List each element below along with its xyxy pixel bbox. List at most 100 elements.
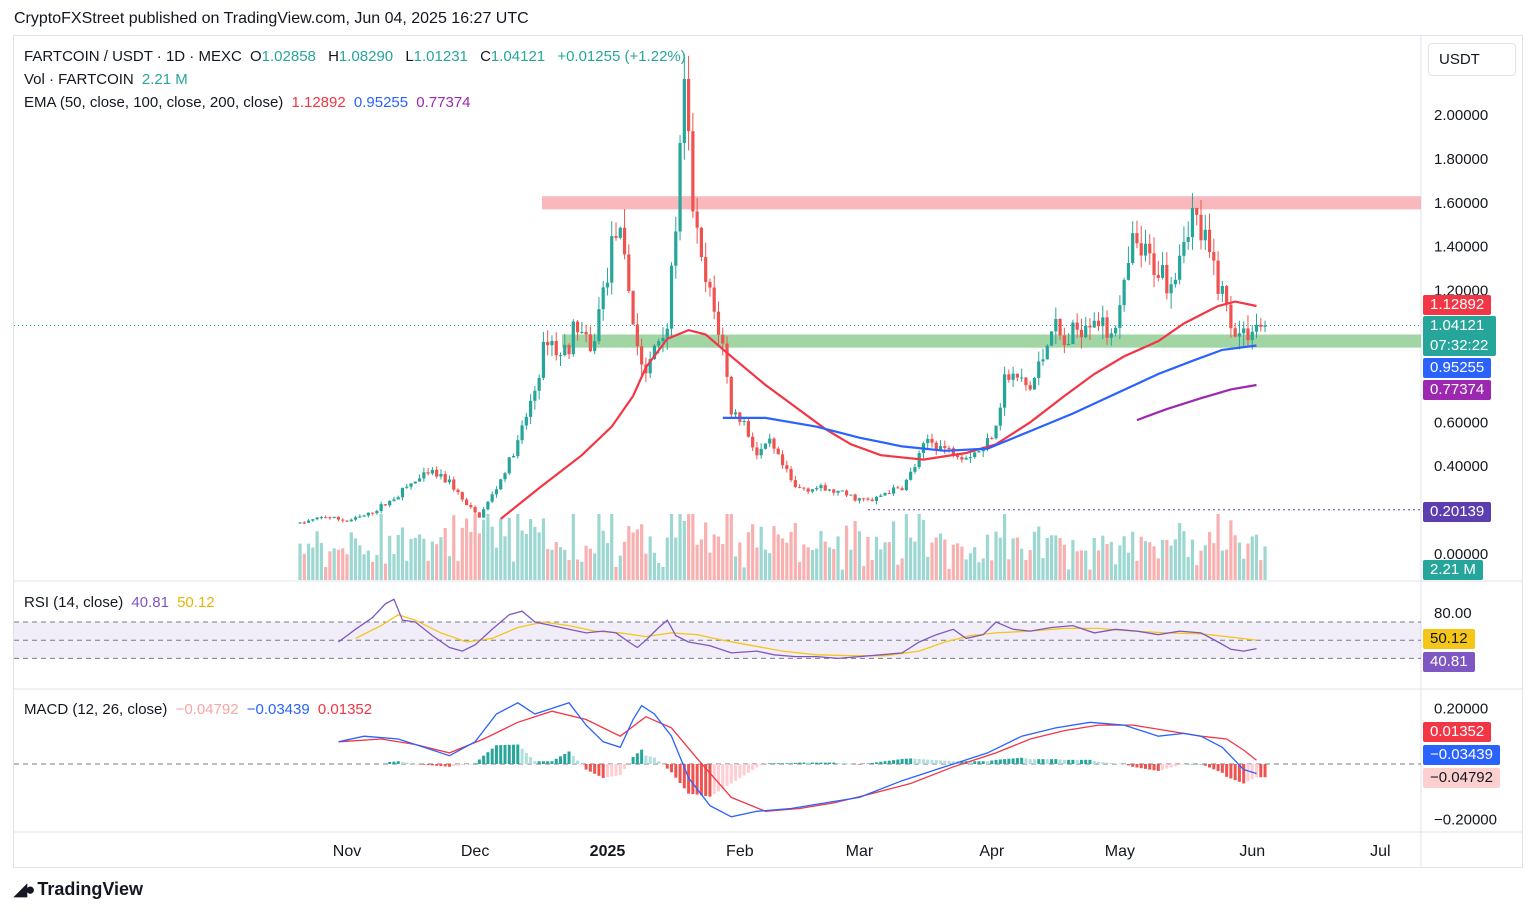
candle-body — [862, 498, 866, 500]
volume-bar — [550, 549, 554, 580]
candle-body — [891, 487, 896, 494]
candle-body — [930, 438, 934, 443]
macd-legend: MACD (12, 26, close) −0.04792 −0.03439 0… — [24, 701, 376, 718]
volume-bar — [392, 554, 396, 580]
candle-body — [704, 257, 708, 282]
volume-bar — [409, 538, 413, 580]
macd-signal-tag: 0.01352 — [1423, 722, 1492, 742]
macd-histogram-bar — [1178, 764, 1182, 766]
macd-histogram-bar — [430, 764, 434, 766]
candle-body — [866, 498, 870, 500]
candle-body — [315, 517, 319, 520]
candle-body — [413, 481, 417, 484]
candle-body — [1225, 286, 1229, 305]
macd-histogram-bar — [934, 760, 938, 764]
macd-histogram-bar — [392, 761, 396, 764]
candle-body — [883, 493, 887, 496]
high-value: 1.08290 — [338, 48, 394, 65]
candle-body — [1237, 333, 1242, 337]
candle-body — [768, 438, 772, 444]
volume-bar — [473, 514, 477, 580]
macd-histogram-bar — [597, 764, 601, 776]
volume-bar — [640, 524, 644, 580]
volume-bar — [1254, 534, 1259, 580]
volume-bar — [383, 563, 388, 580]
rsi-label[interactable]: RSI (14, close) — [24, 594, 124, 611]
macd-histogram-bar — [618, 764, 622, 776]
candle-body — [956, 455, 960, 458]
candle-body — [533, 390, 537, 401]
currency-button[interactable]: USDT — [1428, 43, 1516, 76]
volume-bar — [1088, 569, 1092, 580]
candle-body — [951, 448, 955, 456]
candle-body — [1032, 378, 1037, 390]
candle-body — [977, 451, 981, 453]
candle-body — [1041, 359, 1045, 362]
candle-body — [405, 486, 409, 488]
candle-body — [1246, 328, 1250, 341]
macd-label[interactable]: MACD (12, 26, close) — [24, 701, 168, 718]
macd-histogram-bar — [460, 764, 464, 766]
volume-bar — [464, 518, 469, 580]
macd-histogram-bar — [1203, 764, 1207, 766]
time-tick-label: Nov — [333, 843, 361, 860]
candle-body — [345, 520, 349, 522]
candle-body — [661, 337, 665, 342]
candle-body — [341, 519, 345, 521]
ema-label[interactable]: EMA (50, close, 100, close, 200, close) — [24, 94, 284, 111]
open-label: O — [249, 48, 262, 65]
candle-body — [943, 446, 947, 449]
candle-body — [306, 520, 311, 523]
volume-bar — [1263, 546, 1267, 580]
macd-histogram-bar — [435, 764, 439, 766]
candle-body — [349, 519, 353, 522]
candle-body — [1199, 214, 1203, 241]
volume-bar — [1032, 531, 1037, 580]
candle-body — [849, 494, 853, 496]
candle-body — [490, 494, 494, 502]
candle-body — [973, 452, 977, 458]
volume-bar — [785, 542, 789, 580]
time-tick-label: Mar — [846, 843, 874, 860]
support-zone — [562, 334, 1421, 348]
candle-body — [926, 438, 930, 444]
candle-body — [669, 265, 674, 329]
volume-bar — [400, 527, 405, 580]
volume-bar — [1015, 537, 1019, 580]
macd-histogram-bar — [674, 764, 678, 778]
tradingview-logo[interactable]: ◢● TradingView — [14, 879, 143, 900]
volume-bar — [704, 522, 708, 580]
volume-bar — [870, 559, 874, 580]
volume-bar — [371, 561, 375, 580]
macd-histogram-bar — [904, 758, 908, 764]
volume-label[interactable]: Vol · FARTCOIN — [24, 71, 134, 88]
volume-bar — [1237, 542, 1242, 580]
volume-bar — [494, 547, 499, 580]
volume-bar — [452, 515, 456, 580]
candle-body — [417, 478, 422, 482]
candle-body — [879, 495, 883, 497]
chart-frame[interactable] — [13, 35, 1523, 868]
macd-histogram-bar — [537, 761, 541, 764]
volume-bar — [1135, 560, 1139, 580]
candle-body — [426, 472, 430, 474]
candle-body — [1126, 263, 1131, 280]
volume-bar — [1148, 542, 1152, 580]
candle-body — [699, 227, 704, 258]
candle-body — [1212, 252, 1216, 261]
macd-histogram-bar — [1050, 759, 1054, 764]
candle-body — [652, 345, 657, 360]
symbol-title[interactable]: FARTCOIN / USDT · 1D · MEXC — [24, 48, 242, 65]
macd-histogram-bar — [682, 764, 686, 789]
candle-body — [1105, 317, 1109, 338]
macd-histogram-bar — [1007, 758, 1011, 764]
volume-bar — [1071, 540, 1075, 580]
candle-body — [1045, 345, 1049, 360]
volume-bar — [1037, 526, 1041, 580]
candle-body — [1148, 243, 1152, 254]
volume-bar — [537, 532, 541, 580]
candle-body — [371, 512, 375, 514]
candle-body — [1250, 331, 1254, 341]
macd-histogram-bar — [507, 744, 511, 764]
